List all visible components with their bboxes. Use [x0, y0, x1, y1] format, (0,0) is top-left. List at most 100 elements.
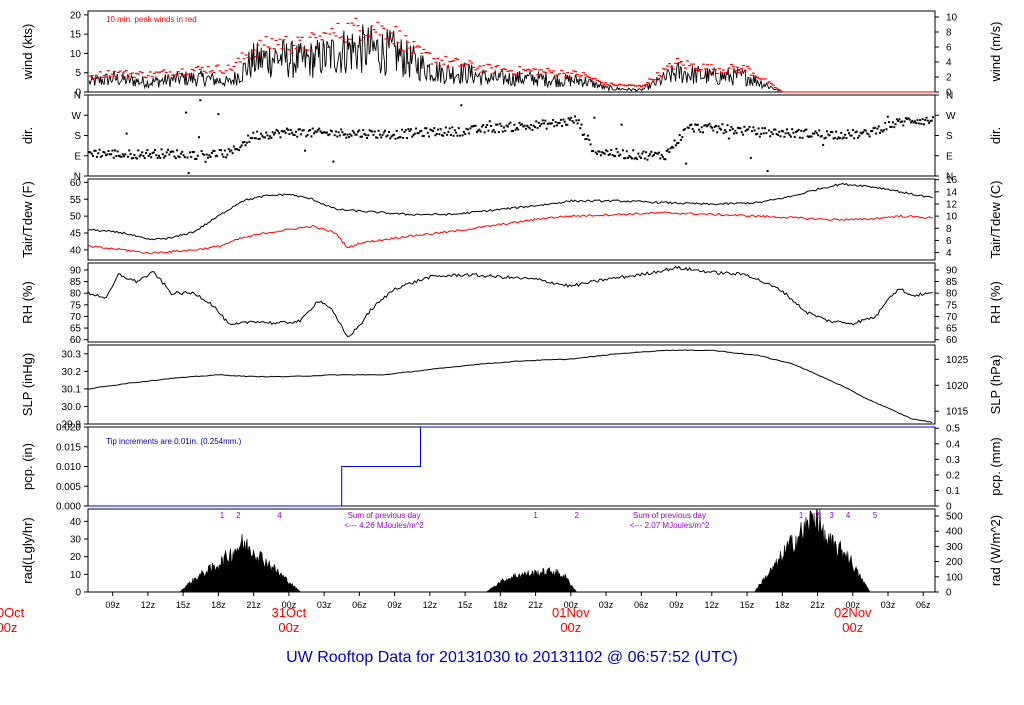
direction-point	[504, 129, 507, 132]
direction-point	[649, 153, 652, 156]
direction-point	[846, 129, 849, 132]
wind-left-tick-label: 5	[75, 68, 81, 79]
x-tick-label: 09z	[669, 600, 684, 610]
direction-point	[681, 136, 684, 139]
direction-point	[924, 119, 927, 122]
direction-point	[168, 153, 171, 156]
direction-point	[187, 172, 190, 175]
direction-point	[589, 143, 592, 146]
direction-point	[731, 127, 734, 130]
direction-point	[536, 126, 539, 129]
direction-point	[615, 147, 618, 150]
direction-point	[555, 124, 558, 127]
humidity-right-tick-label: 65	[946, 324, 958, 335]
direction-point	[443, 131, 446, 134]
x-tick-label: 03z	[317, 600, 332, 610]
direction-point	[722, 132, 725, 135]
direction-point	[93, 149, 96, 152]
direction-point	[112, 156, 115, 159]
temperature-ylabel-left: Tair/Tdew (F)	[20, 181, 35, 258]
direction-point	[858, 134, 861, 137]
direction-point	[862, 131, 865, 134]
direction-point	[512, 129, 515, 132]
direction-point	[929, 120, 932, 123]
direction-point	[696, 123, 699, 126]
direction-point	[284, 131, 287, 134]
direction-point	[580, 123, 583, 126]
direction-point	[372, 133, 375, 136]
direction-point	[877, 125, 880, 128]
direction-point	[302, 129, 305, 132]
direction-point	[115, 155, 118, 158]
direction-point	[535, 120, 538, 123]
direction-point	[416, 132, 419, 135]
direction-point	[207, 156, 210, 159]
direction-point	[705, 125, 708, 128]
temperature-series-Tair	[88, 182, 933, 241]
direction-point	[596, 152, 599, 155]
direction-point	[743, 125, 746, 128]
direction-point	[872, 127, 875, 130]
direction-point	[192, 150, 195, 153]
direction-point	[752, 126, 755, 129]
direction-point	[778, 130, 781, 133]
x-tick-label: 15z	[458, 600, 473, 610]
direction-ylabel-left: dir.	[20, 127, 35, 144]
x-tick-label: 15z	[740, 600, 755, 610]
direction-point	[373, 130, 376, 133]
direction-point	[135, 157, 138, 160]
direction-point	[99, 155, 102, 158]
direction-point	[756, 132, 759, 135]
direction-point	[110, 153, 113, 156]
direction-point	[391, 134, 394, 137]
direction-point	[342, 133, 345, 136]
humidity-left-tick-label: 60	[70, 335, 82, 346]
direction-point	[709, 125, 712, 128]
direction-point	[638, 155, 641, 158]
direction-point	[457, 127, 460, 130]
direction-point	[530, 123, 533, 126]
direction-point	[418, 130, 421, 133]
direction-point	[765, 132, 768, 135]
x-tick-label: 18z	[211, 600, 226, 610]
direction-point	[478, 128, 481, 131]
direction-point	[488, 120, 491, 123]
direction-point	[581, 134, 584, 137]
direction-point	[621, 149, 624, 152]
direction-point	[138, 155, 141, 158]
panel-pressure: 29.9 30.0 30.1 30.2 30.3 1015 1020 1025 SLP (inH…	[20, 344, 1003, 431]
direction-point	[519, 124, 522, 127]
direction-point	[565, 123, 568, 126]
direction-point	[654, 151, 657, 154]
direction-point	[796, 130, 799, 133]
x-tick-label: 18z	[775, 600, 790, 610]
direction-point	[932, 116, 935, 119]
direction-point	[912, 121, 915, 124]
direction-point	[682, 128, 685, 131]
direction-point	[873, 126, 876, 129]
direction-point	[287, 128, 290, 131]
humidity-left-tick-label: 85	[70, 277, 82, 288]
direction-point	[371, 130, 374, 133]
direction-point	[544, 119, 547, 122]
direction-point	[169, 150, 172, 153]
direction-point	[554, 121, 557, 124]
direction-point	[652, 154, 655, 157]
direction-point	[119, 155, 122, 158]
direction-point	[420, 130, 423, 133]
direction-point	[338, 134, 341, 137]
direction-point	[816, 134, 819, 137]
direction-point	[406, 136, 409, 139]
direction-point	[208, 154, 211, 157]
humidity-left-tick-label: 90	[70, 265, 82, 276]
direction-point	[347, 136, 350, 139]
direction-point	[164, 154, 167, 157]
direction-point	[880, 129, 883, 132]
radiation-day-note-line2: <--- 4.26 MJoules/m^2	[344, 521, 424, 530]
direction-point	[139, 153, 142, 156]
direction-point	[885, 128, 888, 131]
direction-point	[602, 151, 605, 154]
x-date-time-label: 00z	[560, 620, 581, 635]
panel-wind: 0 5 10 15 20 0 2 4 6 8 10 wind (kts) wind (m/s) 10 mi…	[20, 10, 1003, 98]
